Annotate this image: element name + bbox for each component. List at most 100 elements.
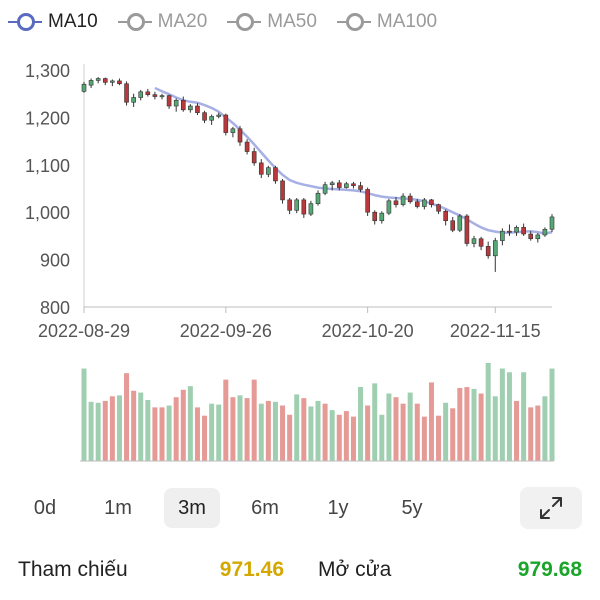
volume-bar [109,396,115,461]
open-price-value: 979.68 [517,558,582,581]
candle-body [351,183,356,186]
legend-item-ma10[interactable]: MA10 [8,11,98,33]
volume-bar [209,403,215,461]
candle-body [414,201,420,207]
price-summary: Tham chiếu 971.46 Mở cửa 979.68 [0,552,600,592]
legend-item-ma100[interactable]: MA100 [336,11,437,33]
x-tick-label: 2022-09-26 [180,321,272,341]
reference-price-value: 971.46 [219,558,284,581]
volume-bar [95,402,101,461]
candle-body [372,211,378,222]
candle-body [514,227,519,233]
candle-body [322,184,328,194]
candle-body [336,182,342,188]
candle-body [138,91,144,98]
volume-bar [145,399,151,461]
volume-bar [280,405,286,461]
x-tick-label: 2022-11-15 [450,321,541,341]
volume-bar [450,408,456,461]
candle-body [287,199,292,211]
volume-bar [237,395,243,461]
legend-label: MA20 [157,11,208,32]
volume-bar [329,410,335,461]
candle-body [315,192,321,204]
candle-body [535,234,541,240]
volume-bar [216,404,222,461]
legend-toggle-icon [336,12,371,32]
volume-bar [138,392,144,461]
range-button-1m[interactable]: 1m [104,497,132,519]
candle-body [358,185,363,190]
candle-body [301,199,307,215]
candle-body [95,78,101,81]
legend-label: MA50 [267,11,317,32]
candle-body [329,182,335,186]
volume-bar [244,398,250,461]
candle-body [386,200,392,214]
range-button-1y[interactable]: 1y [327,497,349,519]
volume-bar [230,397,236,461]
volume-bar [258,403,264,461]
volume-bar [173,397,179,461]
legend-item-ma50[interactable]: MA50 [227,11,317,33]
volume-bar [350,416,356,461]
candle-body [443,210,448,222]
volume-bar [180,389,186,461]
volume-bar [457,387,463,461]
volume-bar [393,397,399,461]
volume-bar [336,414,342,461]
candle-body [81,83,87,92]
expand-button[interactable] [520,487,582,529]
candle-body [88,80,94,86]
volume-bar [542,396,548,461]
y-tick-label: 1,200 [25,108,70,128]
range-button-3m[interactable]: 3m [164,488,220,528]
candle-body [195,105,200,113]
volume-bar [471,388,477,461]
volume-bar [202,415,208,461]
volume-bar [365,405,371,461]
legend-toggle-icon [117,12,152,32]
volume-bar [294,394,300,461]
open-price-label: Mở cửa [318,558,392,581]
candle-body [237,128,243,143]
candle-body [230,128,236,133]
range-button-0d[interactable]: 0d [33,497,57,519]
candle-body [436,204,441,212]
price-chart: 1,300 1,200 1,100 1,000 900 800 2022-08-29 2022… [25,61,555,462]
volume-bar [414,403,420,461]
volume-bar [159,407,165,461]
candle-body [223,114,229,133]
volume-bar [251,379,257,461]
candle-body [216,114,222,117]
candle-body [117,80,122,85]
candle-body [180,100,186,111]
candle-body [464,215,470,244]
candle-body [110,80,115,83]
candle-body [251,151,257,164]
volume-bar [499,368,505,461]
candle-body [188,105,193,111]
range-button-5y[interactable]: 5y [401,497,423,519]
volume-bar [492,396,498,461]
volume-bar [478,393,484,461]
volume-bar [194,407,200,461]
legend-toggle-icon [227,12,262,32]
range-button-6m[interactable]: 6m [251,497,279,519]
volume-bar [436,415,442,461]
candle-body [500,230,505,241]
volume-bar [131,390,137,461]
volume-bar [514,400,520,461]
candle-body [266,167,271,175]
volume-bar [521,372,527,461]
volume-bar [358,387,364,461]
y-tick-label: 800 [40,298,70,318]
legend-item-ma20[interactable]: MA20 [117,11,208,33]
candle-body [152,94,158,97]
volume-bar [265,400,271,461]
candle-body [159,95,165,98]
volume-bar [428,382,434,461]
candle-body [450,220,456,231]
candle-body [273,167,278,182]
legend-label: MA10 [48,11,98,32]
